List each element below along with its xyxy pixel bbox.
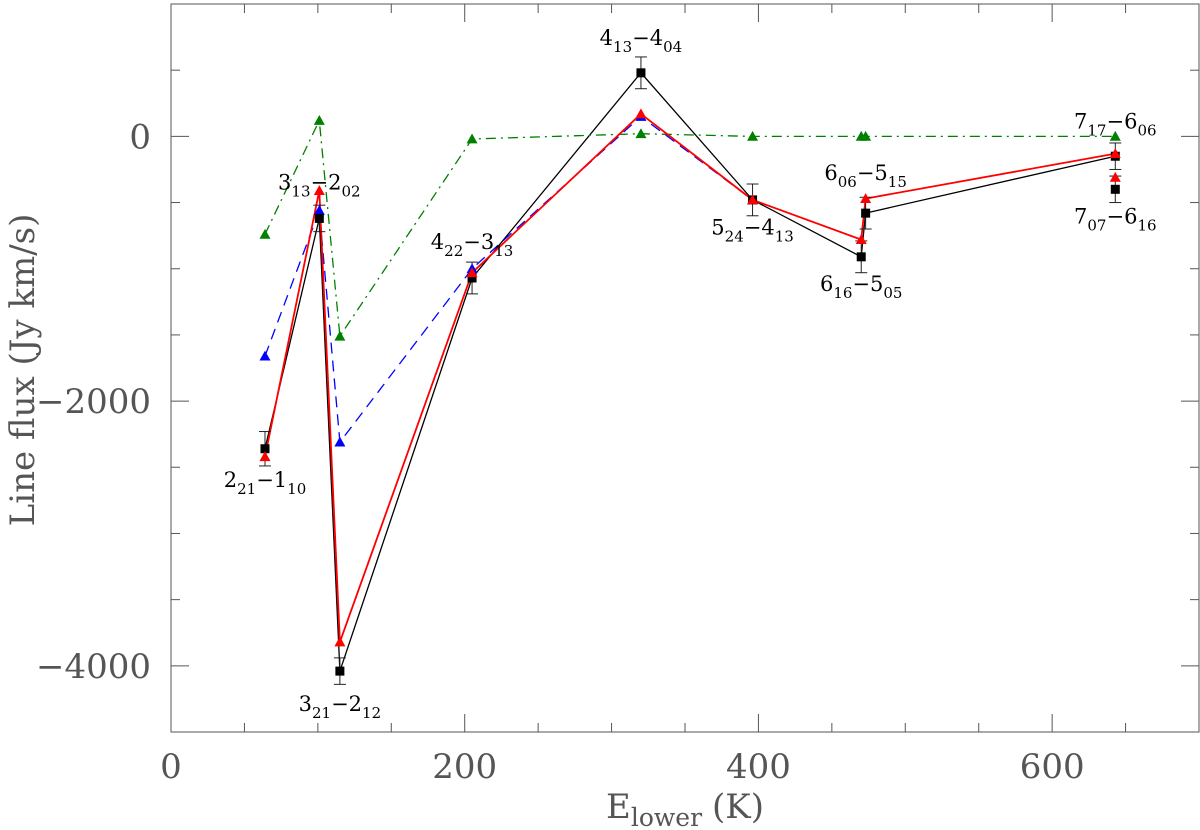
label-main: −3 [463, 230, 494, 254]
marker-model-blue [334, 436, 346, 447]
label-main: 4 [600, 26, 613, 50]
label-subscript: 21 [237, 480, 256, 498]
label-subscript: 13 [494, 242, 513, 260]
x-tick-label: 200 [432, 747, 497, 787]
marker-observed [467, 273, 477, 283]
marker-model-red [1109, 148, 1121, 158]
label-subscript: 24 [725, 227, 744, 245]
x-axis-label: Elower (K) [606, 787, 764, 830]
label-main: −2 [331, 692, 362, 716]
label-subscript: 05 [883, 284, 902, 302]
marker-observed [335, 666, 345, 676]
transition-label: 221−110 [224, 468, 307, 498]
marker-observed [1110, 184, 1120, 194]
transition-annotations: 221−110313−202321−212422−313413−404524−4… [224, 26, 1157, 722]
label-subscript: 22 [444, 242, 463, 260]
plot-frame [170, 3, 1200, 733]
x-axis-label-sub: lower [631, 803, 702, 830]
transition-label: 422−313 [431, 230, 514, 260]
transition-label: 524−413 [711, 215, 794, 245]
label-subscript: 07 [1087, 217, 1106, 235]
marker-model-red [334, 636, 346, 647]
label-main: −6 [1106, 109, 1137, 133]
transition-label: 321−212 [299, 692, 382, 722]
marker-model-red [860, 193, 872, 203]
label-main: 6 [820, 272, 833, 296]
label-main: 5 [711, 215, 724, 239]
marker-model-red [466, 267, 478, 278]
marker-model-red [1109, 171, 1121, 182]
marker-model-green [635, 128, 647, 139]
marker-model-red [635, 108, 647, 119]
data-markers [259, 68, 1121, 676]
x-axis-label-unit: (K) [712, 787, 764, 827]
label-main: −6 [1106, 205, 1137, 229]
axes-ticks [170, 3, 1200, 733]
label-subscript: 13 [775, 227, 794, 245]
x-axis-label-main: E [606, 787, 631, 827]
x-tick-label: 600 [1020, 747, 1085, 787]
marker-model-green [313, 114, 325, 125]
transition-label: 717−606 [1074, 109, 1157, 139]
marker-model-blue [313, 204, 325, 215]
transition-label: 413−404 [600, 26, 683, 56]
marker-observed [260, 444, 270, 454]
label-subscript: 10 [287, 480, 306, 498]
marker-model-green [747, 130, 759, 141]
label-subscript: 06 [838, 173, 857, 191]
transition-label: 707−616 [1074, 205, 1157, 235]
label-main: 4 [431, 230, 444, 254]
marker-model-red [855, 234, 867, 245]
x-tick-label: 0 [160, 747, 182, 787]
label-main: −5 [852, 272, 883, 296]
y-tick-label: 0 [129, 117, 151, 157]
label-main: −1 [256, 468, 287, 492]
label-main: −2 [311, 170, 342, 194]
transition-label: 606−515 [824, 161, 907, 191]
marker-model-red [747, 194, 759, 205]
label-subscript: 06 [1137, 121, 1156, 139]
label-subscript: 12 [362, 704, 381, 722]
y-tick-label: −4000 [36, 647, 151, 687]
label-main: −5 [857, 161, 888, 185]
label-subscript: 17 [1087, 121, 1106, 139]
x-tick-label: 400 [726, 747, 791, 787]
label-subscript: 02 [341, 182, 360, 200]
marker-observed [861, 208, 871, 218]
transition-label: 616−505 [820, 272, 903, 302]
marker-model-green [860, 130, 872, 141]
label-subscript: 04 [663, 38, 682, 56]
marker-model-green [334, 330, 346, 341]
label-main: −4 [744, 215, 775, 239]
label-subscript: 16 [833, 284, 852, 302]
marker-model-blue [259, 350, 271, 361]
label-subscript: 21 [312, 704, 331, 722]
label-subscript: 16 [1137, 217, 1156, 235]
marker-model-red [313, 185, 325, 196]
label-main: 3 [278, 170, 291, 194]
label-main: −4 [632, 26, 663, 50]
y-tick-label: −2000 [36, 382, 151, 422]
marker-observed [314, 213, 324, 223]
marker-model-red [259, 451, 271, 462]
marker-model-green [1109, 130, 1121, 141]
marker-model-green [466, 133, 478, 144]
tick-labels: 0 200 400 600 −4000 −2000 0 [36, 117, 1085, 787]
label-subscript: 13 [613, 38, 632, 56]
label-main: 7 [1074, 109, 1087, 133]
label-main: 2 [224, 468, 237, 492]
marker-observed [636, 68, 646, 78]
marker-model-green [259, 228, 271, 239]
label-main: 3 [299, 692, 312, 716]
label-subscript: 13 [291, 182, 310, 200]
marker-observed [856, 252, 866, 262]
transition-label: 313−202 [278, 170, 361, 200]
label-main: 6 [824, 161, 837, 185]
y-axis-label: Line flux (Jy km/s) [3, 214, 43, 527]
label-main: 7 [1074, 205, 1087, 229]
label-subscript: 15 [888, 173, 907, 191]
